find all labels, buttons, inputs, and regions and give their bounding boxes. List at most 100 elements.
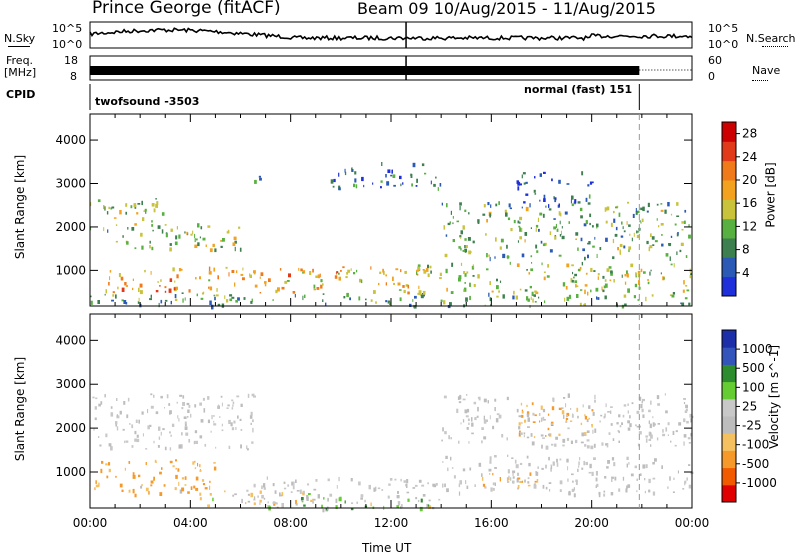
power-y-tick-label: 2000 [55,220,86,234]
power-echo-cell [510,228,513,232]
velocity-echo-cell [495,418,499,423]
power-echo-cell [681,302,685,306]
power-echo-cell [597,276,599,280]
velocity-echo-cell [594,428,597,433]
velocity-echo-cell [489,415,491,420]
velocity-echo-cell [678,422,682,426]
velocity-echo-cell [181,487,185,492]
x-tick-label: 08:00 [273,516,308,530]
velocity-echo-cell [185,432,189,436]
power-echo-cell [543,171,546,174]
power-echo-cell [330,179,334,184]
velocity-echo-cell [514,459,517,464]
velocity-echo-cell [648,438,652,441]
power-echo-cell [103,205,105,210]
power-echo-cell [688,302,691,306]
velocity-echo-cell [483,415,485,420]
power-echo-cell [505,212,508,217]
power-echo-cell [298,267,300,271]
power-echo-cell [622,226,624,230]
power-echo-cell [234,282,236,287]
power-echo-cell [164,290,167,293]
velocity-echo-cell [200,419,204,423]
power-echo-cell [228,272,230,277]
power-echo-cell [144,208,147,212]
velocity-echo-cell [690,418,693,423]
power-echo-cell [582,248,585,252]
power-echo-cell [194,244,198,248]
power-echo-cell [610,270,613,274]
power-echo-cell [504,209,507,213]
velocity-echo-cell [295,499,297,504]
x-tick-label: 00:00 [73,516,108,530]
power-echo-cell [580,289,583,291]
velocity-echo-cell [583,460,585,466]
power-echo-cell [464,238,467,241]
velocity-echo-cell [458,483,461,488]
velocity-colorbar-swatch [722,381,736,400]
velocity-echo-cell [203,408,206,413]
power-echo-cell [353,183,356,188]
velocity-colorbar-tick-label: -500 [742,457,769,471]
velocity-echo-cell [622,476,625,481]
power-colorbar-swatch [722,160,736,181]
velocity-echo-cell [650,432,652,435]
power-echo-cell [151,220,153,223]
velocity-echo-cell [213,462,216,464]
velocity-echo-cell [664,393,666,396]
velocity-echo-cell [163,484,166,487]
velocity-echo-cell [565,403,567,408]
velocity-echo-cell [184,476,187,480]
power-echo-cell [571,203,574,207]
power-echo-cell [151,246,154,251]
power-echo-cell [137,203,141,205]
velocity-echo-cell [178,481,180,486]
velocity-echo-cell [484,486,487,489]
velocity-echo-cell [621,422,623,425]
power-echo-cell [543,194,546,199]
power-echo-cell [458,246,461,249]
power-echo-cell [356,269,358,273]
power-echo-cell [385,282,387,286]
velocity-echo-cell [519,462,523,465]
velocity-echo-cell [474,484,476,487]
power-echo-cell [359,278,362,283]
power-echo-cell [628,224,631,227]
nave-label: Nave [752,64,781,77]
velocity-echo-cell [691,415,694,419]
velocity-echo-cell [650,434,653,439]
velocity-echo-cell [266,476,268,480]
velocity-echo-cell [579,457,581,461]
power-echo-cell [658,225,660,228]
velocity-echo-cell [263,497,266,500]
power-echo-cell [661,234,663,236]
power-echo-cell [472,240,475,244]
velocity-echo-cell [100,401,103,405]
velocity-echo-cell [598,493,601,498]
power-echo-cell [500,238,504,243]
velocity-echo-cell [608,432,611,435]
power-echo-cell [158,302,160,308]
power-echo-cell [112,294,115,297]
velocity-echo-cell [240,444,242,449]
power-echo-cell [579,302,582,306]
power-echo-cell [125,285,128,287]
velocity-echo-cell [193,485,196,489]
velocity-echo-cell [575,439,578,444]
velocity-echo-cell [550,423,554,425]
power-echo-cell [149,240,151,244]
power-echo-cell [110,207,113,210]
power-echo-cell [641,218,644,223]
velocity-echo-cell [147,425,150,430]
power-echo-cell [412,162,416,168]
velocity-echo-cell [381,489,384,491]
power-echo-cell [214,296,216,301]
velocity-echo-cell [526,436,530,439]
velocity-echo-cell [657,423,660,425]
velocity-echo-cell [610,492,614,496]
power-echo-cell [435,176,437,179]
velocity-echo-cell [129,423,131,425]
velocity-echo-cell [421,484,425,487]
velocity-echo-cell [110,412,112,414]
power-echo-cell [596,253,598,258]
